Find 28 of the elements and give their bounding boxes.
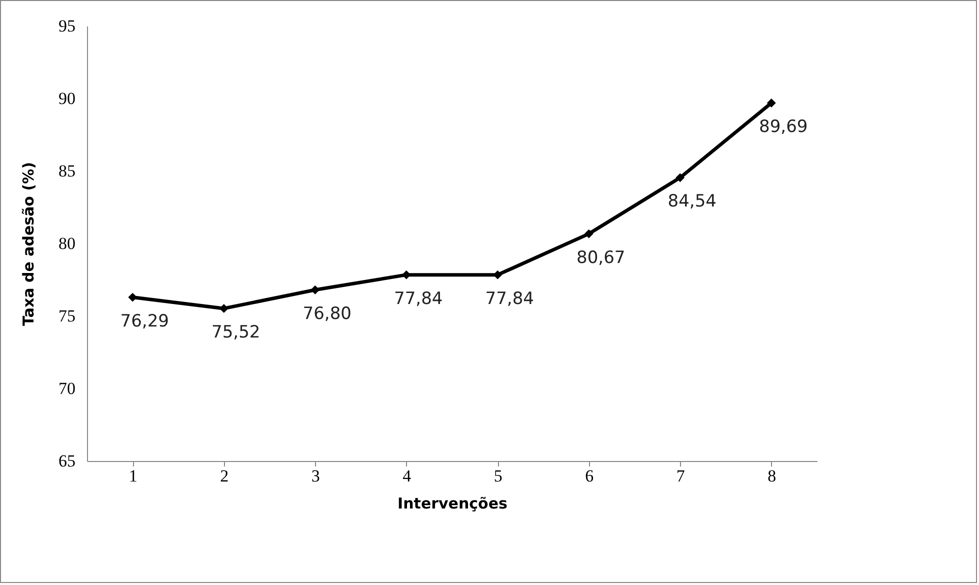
x-axis-title: Intervenções xyxy=(398,494,508,512)
data-label: 80,67 xyxy=(576,248,626,268)
data-label: 75,52 xyxy=(212,322,260,342)
y-tick-label: 85 xyxy=(58,162,76,180)
data-label: 77,84 xyxy=(394,288,443,309)
x-tick-label: 4 xyxy=(402,466,412,486)
y-tick-label: 95 xyxy=(58,16,76,36)
point xyxy=(766,98,776,108)
data-label: 77,84 xyxy=(485,288,534,309)
x-tick-label: 7 xyxy=(676,466,686,486)
y-tick-label: 80 xyxy=(58,234,76,253)
x-tick-label: 3 xyxy=(311,466,320,486)
y-tick-label: 75 xyxy=(58,306,76,326)
data-label: 89,69 xyxy=(759,116,808,137)
x-tick-label: 8 xyxy=(768,466,776,486)
y-axis-title: Taxa de adesão (%) xyxy=(20,162,38,326)
y-tick-label: 65 xyxy=(58,452,76,470)
point xyxy=(584,229,594,238)
x-tick-label: 2 xyxy=(220,466,229,486)
x-tick-label: 5 xyxy=(494,466,502,486)
data-label: 76,80 xyxy=(302,304,352,324)
y-tick-label: 90 xyxy=(58,89,76,108)
x-tick-label: 6 xyxy=(585,466,594,486)
data-label: 84,54 xyxy=(668,192,716,212)
y-tick-label: 70 xyxy=(58,379,76,398)
data-label: 76,29 xyxy=(120,311,169,332)
x-tick-label: 1 xyxy=(128,466,138,486)
point xyxy=(676,173,685,182)
